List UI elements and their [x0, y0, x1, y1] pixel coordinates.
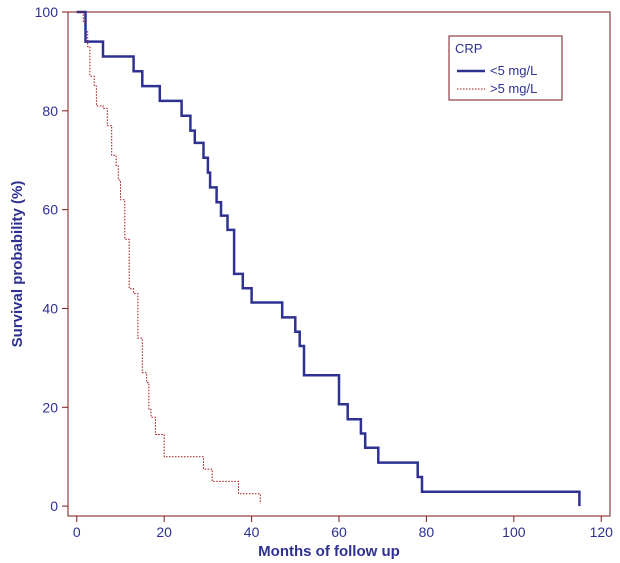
x-tick-label: 100: [502, 524, 526, 540]
legend-title: CRP: [455, 41, 482, 56]
legend-box: [448, 35, 563, 101]
series-line-low-crp: [76, 10, 581, 507]
x-tick-label: 0: [73, 524, 81, 540]
series-line-high-crp: [76, 11, 261, 504]
series-layer: [76, 10, 581, 507]
legend-label-high: >5 mg/L: [490, 81, 537, 96]
y-tick-label: 60: [42, 202, 58, 218]
x-tick-label: 80: [419, 524, 435, 540]
y-tick-label: 100: [35, 4, 59, 20]
legend-label-low: <5 mg/L: [490, 63, 537, 78]
y-tick-label: 0: [50, 498, 58, 514]
y-tick-label: 80: [42, 103, 58, 119]
axis-ticks: 0 20 40 60 80 100 0 20 40 60 80 100 120: [35, 4, 614, 540]
y-tick-label: 20: [42, 399, 58, 415]
x-tick-label: 120: [590, 524, 614, 540]
x-tick-label: 60: [331, 524, 347, 540]
x-tick-label: 20: [156, 524, 172, 540]
x-axis-title: Months of follow up: [258, 543, 400, 560]
x-tick-label: 40: [244, 524, 260, 540]
legend: CRP <5 mg/L >5 mg/L: [448, 35, 563, 101]
y-axis-title: Survival probability (%): [9, 181, 26, 348]
y-tick-label: 40: [42, 300, 58, 316]
